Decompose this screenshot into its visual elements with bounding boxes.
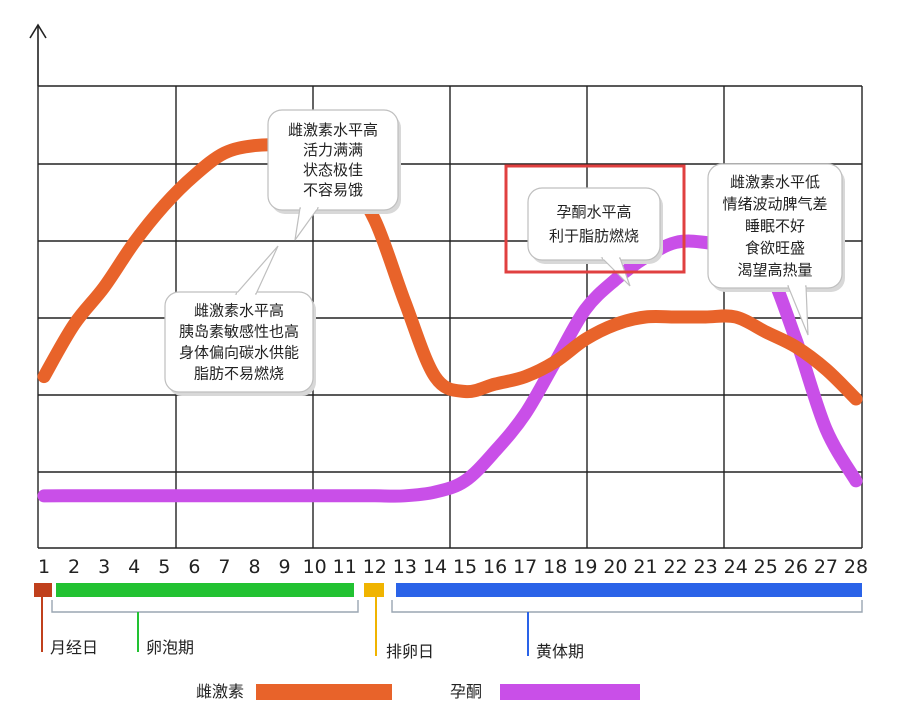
x-tick-label: 5 <box>158 556 170 578</box>
x-tick-label: 23 <box>694 556 718 578</box>
annotation-line: 食欲旺盛 <box>745 239 805 257</box>
x-tick-label: 13 <box>393 556 417 578</box>
annotation-line: 雌激素水平高 <box>194 302 284 320</box>
x-tick-label: 2 <box>68 556 80 578</box>
phase-bar <box>34 583 52 597</box>
phase-label: 月经日 <box>50 638 98 657</box>
x-tick-label: 3 <box>98 556 110 578</box>
bubble-box <box>527 187 661 261</box>
x-tick-label: 7 <box>218 556 230 578</box>
annotation-line: 孕酮水平高 <box>556 203 631 221</box>
x-tick-label: 6 <box>188 556 200 578</box>
x-tick-label: 16 <box>483 556 507 578</box>
bubble-box <box>707 163 843 289</box>
legend-item: 孕酮 <box>450 682 640 701</box>
x-tick-label: 10 <box>303 556 327 578</box>
phase: 黄体期 <box>391 583 863 661</box>
phase-bar <box>364 583 384 597</box>
phase-bracket <box>391 600 863 613</box>
x-tick-labels: 1 2 3 4 5 6 7 8 9 10 11 12 13 14 15 16 17 18 19 20 21 22 23 24 2… <box>38 556 868 578</box>
phase: 卵泡期 <box>51 583 359 657</box>
x-tick-label: 12 <box>363 556 387 578</box>
x-tick-label: 24 <box>724 556 748 578</box>
phase-bar <box>396 583 862 597</box>
y-axis <box>29 23 47 86</box>
phase-label: 卵泡期 <box>146 638 194 657</box>
x-tick-label: 1 <box>38 556 50 578</box>
bubble-box <box>267 109 399 211</box>
phase-label: 黄体期 <box>536 642 584 661</box>
bubble-tail <box>234 245 279 295</box>
x-tick-label: 18 <box>543 556 567 578</box>
legend-swatch <box>500 684 640 700</box>
x-tick-label: 20 <box>603 556 627 578</box>
legend-swatch <box>256 684 392 700</box>
x-tick-label: 15 <box>453 556 477 578</box>
annotation-line: 身体偏向碳水供能 <box>179 344 299 362</box>
x-tick-label: 25 <box>754 556 778 578</box>
annotation-line: 情绪波动脾气差 <box>722 195 827 213</box>
legend-item: 雌激素 <box>196 682 392 701</box>
annotation-line: 状态极佳 <box>303 161 363 179</box>
annotations: 雌激素水平高活力满满状态极佳不容易饿雌激素水平高胰岛素敏感性也高身体偏向碳水供能… <box>164 109 845 396</box>
x-tick-label: 11 <box>333 556 357 578</box>
annotation-line: 利于脂肪燃烧 <box>549 227 639 245</box>
x-tick-label: 28 <box>844 556 868 578</box>
phase-bar <box>56 583 354 597</box>
x-tick-label: 9 <box>279 556 291 578</box>
annotation-line: 脂肪不易燃烧 <box>194 365 284 383</box>
legend-label: 雌激素 <box>196 682 244 701</box>
legend: 雌激素 孕酮 <box>196 682 640 701</box>
x-tick-label: 19 <box>573 556 597 578</box>
y-axis-arrow-icon <box>29 23 47 39</box>
annotation-line: 不容易饿 <box>303 181 363 199</box>
phase-label: 排卵日 <box>386 642 434 661</box>
x-tick-label: 4 <box>128 556 140 578</box>
annotation-line: 渴望高热量 <box>737 261 812 279</box>
x-tick-label: 14 <box>423 556 447 578</box>
x-tick-label: 8 <box>248 556 260 578</box>
annotation-line: 雌激素水平低 <box>730 173 820 191</box>
phase: 月经日 <box>34 583 98 657</box>
cycle-phases: 月经日 卵泡期 排卵日 黄体期 <box>34 583 863 661</box>
estrogen-line <box>37 138 863 406</box>
x-tick-label: 27 <box>814 556 838 578</box>
annotation-line: 睡眠不好 <box>745 217 805 235</box>
x-tick-label: 26 <box>784 556 808 578</box>
annotation-line: 胰岛素敏感性也高 <box>179 323 299 341</box>
x-tick-label: 22 <box>663 556 687 578</box>
annotation-line: 雌激素水平高 <box>288 121 378 139</box>
phase: 排卵日 <box>364 583 434 661</box>
highlight-box <box>504 164 686 274</box>
x-tick-label: 21 <box>633 556 657 578</box>
x-tick-label: 17 <box>513 556 537 578</box>
legend-label: 孕酮 <box>450 682 482 701</box>
phase-bracket <box>51 600 359 613</box>
annotation-line: 活力满满 <box>303 141 363 159</box>
